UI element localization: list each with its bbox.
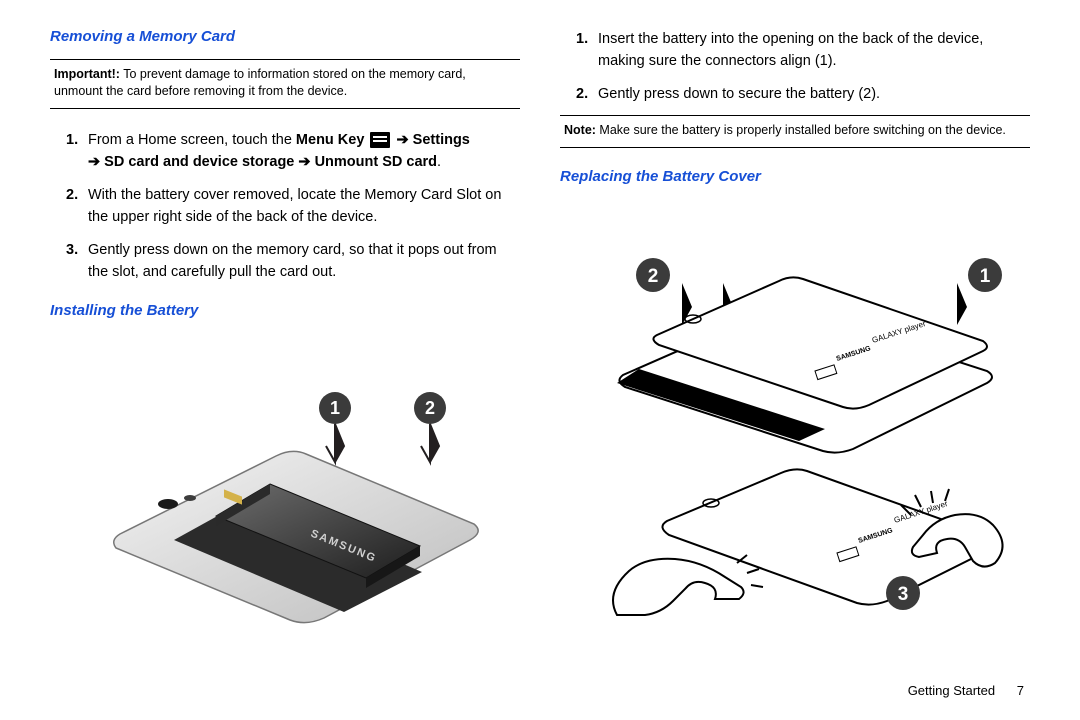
step-3: 3. Gently press down on the memory card,…	[68, 239, 520, 284]
important-label: Important!:	[54, 67, 120, 81]
right-column: 1. Insert the battery into the opening o…	[560, 28, 1030, 668]
cover-replace-illustration: 2 1 GALAXY playe	[575, 243, 1015, 633]
badge-1-text: 1	[330, 398, 340, 418]
heading-removing-memory-card: Removing a Memory Card	[50, 28, 520, 45]
footer-section: Getting Started	[908, 683, 995, 698]
menu-key-icon	[370, 132, 390, 148]
step1-pre: From a Home screen, touch the	[88, 132, 296, 148]
rule-above-note	[560, 115, 1030, 116]
step3-text: Gently press down on the memory card, so…	[88, 242, 497, 280]
left-column: Removing a Memory Card Important!: To pr…	[50, 28, 520, 668]
step-1: 1. From a Home screen, touch the Menu Ke…	[68, 129, 520, 174]
footer-page-number: 7	[1017, 683, 1024, 698]
battery-install-steps: 1. Insert the battery into the opening o…	[560, 28, 1030, 115]
step1-settings: Settings	[413, 132, 470, 148]
battery-install-illustration: 1 2	[70, 384, 500, 624]
r-step2-text: Gently press down to secure the battery …	[598, 86, 880, 102]
step1-line2: ➔ SD card and device storage ➔ Unmount S…	[88, 154, 437, 170]
r-badge-2-text: 2	[648, 266, 659, 287]
heading-replacing-cover: Replacing the Battery Cover	[560, 168, 1030, 185]
important-box: Important!: To prevent damage to informa…	[50, 66, 520, 109]
step1-menu-label: Menu Key	[296, 132, 365, 148]
note-box: Note: Make sure the battery is properly …	[560, 122, 1030, 148]
rule-above-important	[50, 59, 520, 60]
step2-text: With the battery cover removed, locate t…	[88, 187, 501, 225]
badge-2-text: 2	[425, 398, 435, 418]
r-step1-text: Insert the battery into the opening on t…	[598, 31, 983, 69]
removing-steps: 1. From a Home screen, touch the Menu Ke…	[50, 129, 520, 294]
figure-cover-replace: 2 1 GALAXY playe	[560, 207, 1030, 668]
heading-installing-battery: Installing the Battery	[50, 302, 520, 319]
note-text: Make sure the battery is properly instal…	[596, 123, 1006, 137]
r-step-2: 2. Gently press down to secure the batte…	[578, 83, 1030, 105]
r-step-1: 1. Insert the battery into the opening o…	[578, 28, 1030, 73]
step-2: 2. With the battery cover removed, locat…	[68, 184, 520, 229]
note-label: Note:	[564, 123, 596, 137]
step1-arrow1: ➔	[396, 132, 412, 148]
r-badge-1-text: 1	[980, 266, 991, 287]
r-badge-3-text: 3	[898, 584, 909, 605]
step1-end: .	[437, 154, 441, 170]
page-footer: Getting Started 7	[908, 683, 1024, 698]
figure-battery-install: 1 2	[50, 341, 520, 668]
